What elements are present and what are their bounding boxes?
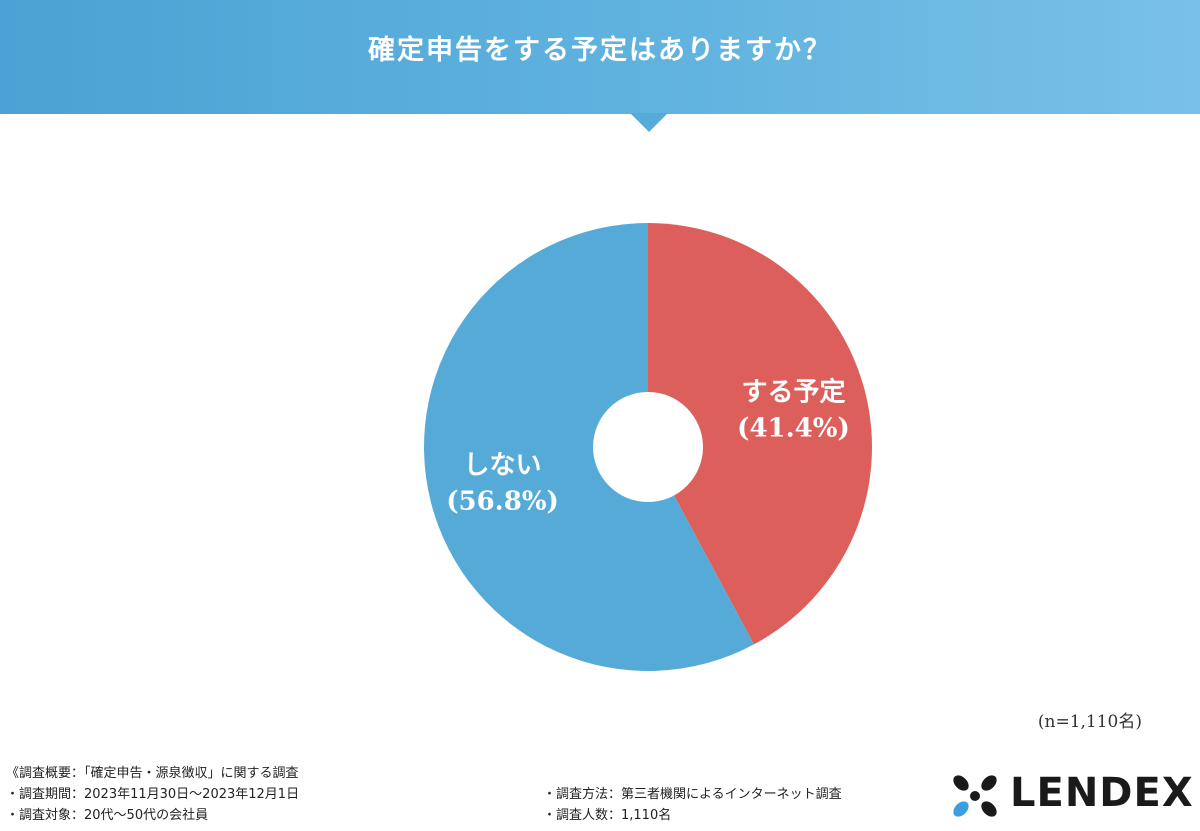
logo-text: LENDEX — [1010, 770, 1194, 816]
banner-pointer — [630, 113, 668, 132]
slice-percent-label: (41.4%) — [737, 413, 850, 443]
lendex-logo: LENDEX — [948, 768, 1193, 822]
pie-slice-1 — [424, 223, 754, 671]
survey-note: ・調査期間：2023年11月30日〜2023年12月1日 — [6, 787, 300, 802]
survey-notes-right: ・調査方法：第三者機関によるインターネット調査 ・調査人数：1,110名 — [543, 784, 842, 826]
survey-note: ・調査対象：20代〜50代の会社員 — [6, 808, 209, 823]
survey-note: ・調査人数：1,110名 — [543, 808, 672, 823]
pie-slice-0 — [648, 223, 873, 645]
slice-label: する予定 — [741, 376, 845, 407]
chart-title: 確定申告をする予定はありますか？ — [368, 35, 832, 66]
survey-note: ・調査方法：第三者機関によるインターネット調査 — [543, 787, 842, 802]
donut-hole — [593, 392, 703, 502]
title-banner: 確定申告をする予定はありますか？ — [0, 0, 1200, 114]
survey-notes-left: 《調査概要：「確定申告・源泉徴収」に関する調査 ・調査期間：2023年11月30… — [6, 763, 299, 826]
slice-label: しない — [464, 451, 542, 481]
sample-size: (n=1,110名) — [1037, 712, 1142, 732]
survey-note: 《調査概要：「確定申告・源泉徴収」に関する調査 — [6, 766, 299, 781]
logo-mark-icon — [953, 775, 997, 817]
slice-percent-label: (56.8%) — [446, 487, 559, 517]
